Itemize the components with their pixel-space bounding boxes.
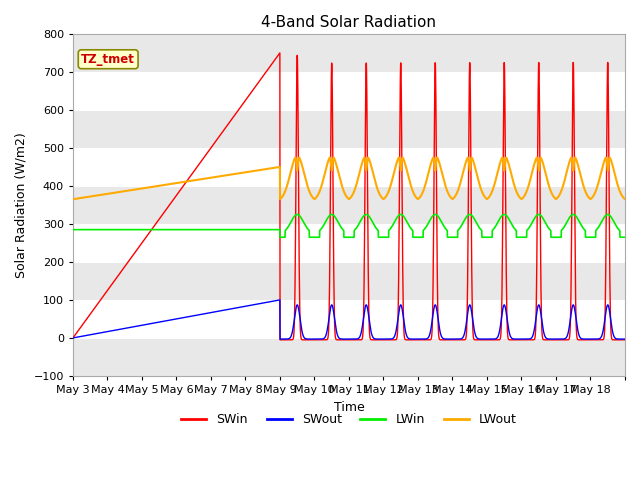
Bar (73, 34, 625, 72)
Bar (73, 262, 625, 300)
Bar (73, 110, 625, 148)
Bar (73, 338, 625, 376)
Text: TZ_tmet: TZ_tmet (81, 53, 135, 66)
Bar (73, 186, 625, 224)
Y-axis label: Solar Radiation (W/m2): Solar Radiation (W/m2) (15, 132, 28, 278)
Title: 4-Band Solar Radiation: 4-Band Solar Radiation (262, 15, 436, 30)
Legend: SWin, SWout, LWin, LWout: SWin, SWout, LWin, LWout (177, 408, 522, 431)
X-axis label: Time: Time (333, 400, 364, 413)
